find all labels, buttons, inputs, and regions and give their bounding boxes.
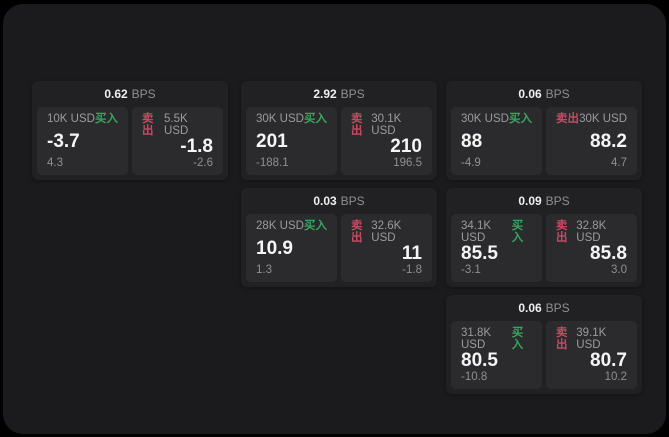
bps-value: 0.62 — [104, 87, 128, 101]
buy-tile[interactable]: 30K USD 买入 88 -4.9 — [451, 107, 542, 175]
bps-unit-label: BPS — [545, 301, 570, 315]
bps-unit-label: BPS — [545, 87, 570, 101]
sell-price: 80.7 — [590, 350, 627, 372]
sell-price: 85.8 — [590, 243, 627, 265]
card-header: 0.03 BPS — [241, 188, 437, 214]
bps-value: 2.92 — [313, 87, 337, 101]
sell-label: 卖出 — [556, 113, 579, 125]
sell-amount: 32.8K USD — [576, 220, 607, 244]
buy-label: 买入 — [509, 113, 532, 125]
sell-label: 卖出 — [351, 220, 363, 244]
buy-price: 10.9 — [256, 237, 293, 259]
sell-label: 卖出 — [556, 327, 568, 351]
sell-tile[interactable]: 卖出 39.1K USD 80.7 10.2 — [546, 321, 637, 389]
buy-amount: 10K USD — [47, 113, 95, 125]
sell-label: 卖出 — [351, 113, 363, 137]
sell-delta: -1.8 — [402, 263, 422, 276]
buy-price: 88 — [461, 130, 483, 152]
buy-delta: -188.1 — [256, 156, 289, 169]
bps-value: 0.03 — [313, 194, 337, 208]
sell-tile[interactable]: 卖出 32.6K USD 11 -1.8 — [341, 214, 432, 282]
buy-tile[interactable]: 30K USD 买入 201 -188.1 — [246, 107, 337, 175]
card-header: 0.06 BPS — [446, 81, 642, 107]
sell-tile[interactable]: 卖出 30K USD 88.2 4.7 — [546, 107, 637, 175]
sell-delta: -2.6 — [193, 156, 213, 169]
sell-amount: 5.5K USD — [164, 113, 189, 137]
sell-amount: 30.1K USD — [371, 113, 402, 137]
app-panel: 0.62 BPS 10K USD 买入 -3.7 4.3 卖出 5.5K USD… — [3, 4, 666, 434]
buy-delta: -3.1 — [461, 263, 481, 276]
sell-amount: 32.6K USD — [371, 220, 402, 244]
buy-price: 80.5 — [461, 350, 498, 372]
quote-card-0: 0.62 BPS 10K USD 买入 -3.7 4.3 卖出 5.5K USD… — [32, 81, 228, 180]
quote-card-4: 0.09 BPS 34.1K USD 买入 85.5 -3.1 卖出 32.8K… — [446, 188, 642, 287]
sell-delta: 3.0 — [611, 263, 627, 276]
buy-tile[interactable]: 34.1K USD 买入 85.5 -3.1 — [451, 214, 542, 282]
quote-card-2: 0.06 BPS 30K USD 买入 88 -4.9 卖出 30K USD 8… — [446, 81, 642, 180]
sell-price: 210 — [390, 136, 422, 158]
sell-price: 88.2 — [590, 130, 627, 152]
buy-price: 85.5 — [461, 243, 498, 265]
buy-amount: 34.1K USD — [461, 220, 492, 244]
sell-amount: 39.1K USD — [576, 327, 607, 351]
buy-price: 201 — [256, 130, 288, 152]
buy-amount: 30K USD — [461, 113, 509, 125]
buy-label: 买入 — [304, 113, 327, 125]
bps-value: 0.09 — [518, 194, 542, 208]
quote-card-1: 2.92 BPS 30K USD 买入 201 -188.1 卖出 30.1K … — [241, 81, 437, 180]
sell-tile[interactable]: 卖出 30.1K USD 210 196.5 — [341, 107, 432, 175]
buy-sell-panels: 30K USD 买入 88 -4.9 卖出 30K USD 88.2 4.7 — [446, 107, 642, 175]
sell-delta: 4.7 — [611, 156, 627, 169]
sell-price: -1.8 — [180, 136, 213, 158]
buy-price: -3.7 — [47, 130, 80, 152]
sell-amount: 30K USD — [579, 113, 627, 125]
buy-tile[interactable]: 10K USD 买入 -3.7 4.3 — [37, 107, 128, 175]
bps-unit-label: BPS — [340, 87, 365, 101]
buy-delta: -4.9 — [461, 156, 481, 169]
bps-value: 0.06 — [518, 87, 542, 101]
bps-unit-label: BPS — [545, 194, 570, 208]
buy-amount: 30K USD — [256, 113, 304, 125]
card-header: 0.62 BPS — [32, 81, 228, 107]
buy-delta: 1.3 — [256, 263, 272, 276]
quote-card-3: 0.03 BPS 28K USD 买入 10.9 1.3 卖出 32.6K US… — [241, 188, 437, 287]
buy-amount: 31.8K USD — [461, 327, 492, 351]
quote-card-5: 0.06 BPS 31.8K USD 买入 80.5 -10.8 卖出 39.1… — [446, 295, 642, 394]
buy-tile[interactable]: 31.8K USD 买入 80.5 -10.8 — [451, 321, 542, 389]
bps-value: 0.06 — [518, 301, 542, 315]
buy-label: 买入 — [511, 327, 524, 351]
sell-label: 卖出 — [556, 220, 568, 244]
buy-sell-panels: 34.1K USD 买入 85.5 -3.1 卖出 32.8K USD 85.8… — [446, 214, 642, 282]
buy-delta: -10.8 — [461, 370, 488, 383]
card-header: 2.92 BPS — [241, 81, 437, 107]
buy-sell-panels: 30K USD 买入 201 -188.1 卖出 30.1K USD 210 1… — [241, 107, 437, 175]
card-header: 0.06 BPS — [446, 295, 642, 321]
buy-label: 买入 — [511, 220, 524, 244]
sell-delta: 10.2 — [604, 370, 627, 383]
buy-sell-panels: 28K USD 买入 10.9 1.3 卖出 32.6K USD 11 -1.8 — [241, 214, 437, 282]
bps-unit-label: BPS — [340, 194, 365, 208]
buy-tile[interactable]: 28K USD 买入 10.9 1.3 — [246, 214, 337, 282]
buy-delta: 4.3 — [47, 156, 63, 169]
sell-tile[interactable]: 卖出 5.5K USD -1.8 -2.6 — [132, 107, 223, 175]
card-header: 0.09 BPS — [446, 188, 642, 214]
buy-label: 买入 — [304, 220, 327, 232]
buy-label: 买入 — [95, 113, 118, 125]
buy-amount: 28K USD — [256, 220, 304, 232]
buy-sell-panels: 10K USD 买入 -3.7 4.3 卖出 5.5K USD -1.8 -2.… — [32, 107, 228, 175]
sell-label: 卖出 — [142, 113, 154, 137]
buy-sell-panels: 31.8K USD 买入 80.5 -10.8 卖出 39.1K USD 80.… — [446, 321, 642, 389]
bps-unit-label: BPS — [131, 87, 156, 101]
sell-delta: 196.5 — [393, 156, 422, 169]
sell-tile[interactable]: 卖出 32.8K USD 85.8 3.0 — [546, 214, 637, 282]
sell-price: 11 — [401, 243, 422, 265]
